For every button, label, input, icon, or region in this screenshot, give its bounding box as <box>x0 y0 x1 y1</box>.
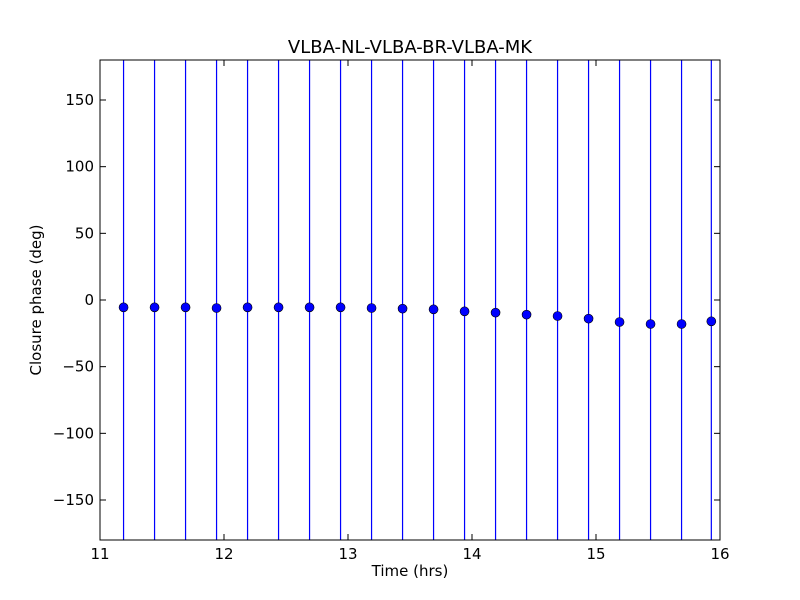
x-tick-label: 11 <box>90 545 109 563</box>
data-point <box>583 313 594 324</box>
data-point <box>459 306 470 317</box>
chart-title: VLBA-NL-VLBA-BR-VLBA-MK <box>288 37 533 58</box>
data-point <box>242 302 253 313</box>
y-tick-label: 150 <box>65 91 94 109</box>
x-axis-label: Time (hrs) <box>371 562 449 580</box>
y-tick-label: −100 <box>53 424 94 442</box>
y-tick-label: −150 <box>53 491 94 509</box>
data-point <box>614 317 625 327</box>
x-tick-label: 14 <box>462 545 481 563</box>
data-point <box>397 303 408 314</box>
x-tick-label: 13 <box>338 545 357 563</box>
data-point <box>706 316 717 327</box>
marker-layer <box>118 302 717 329</box>
data-point <box>273 302 284 313</box>
data-point <box>335 302 346 313</box>
x-axis-ticks: 11 12 13 14 15 16 <box>90 60 730 563</box>
data-point <box>676 319 687 329</box>
errorbar-layer <box>122 60 712 540</box>
y-tick-label: 0 <box>84 291 94 309</box>
y-tick-label: 50 <box>75 224 94 242</box>
data-point <box>645 319 656 329</box>
data-point <box>521 309 532 320</box>
data-point <box>552 311 563 321</box>
x-tick-label: 15 <box>586 545 605 563</box>
data-point <box>118 302 129 313</box>
data-point <box>428 304 439 315</box>
data-point <box>180 302 191 313</box>
y-axis-ticks: −150 −100 −50 0 50 100 150 <box>53 91 720 509</box>
data-point <box>149 302 160 313</box>
x-tick-label: 12 <box>214 545 233 563</box>
data-point <box>304 302 315 313</box>
y-axis-label: Closure phase (deg) <box>27 225 45 376</box>
x-tick-label: 16 <box>710 545 729 563</box>
y-tick-label: 100 <box>65 158 94 176</box>
data-point <box>490 307 501 318</box>
y-tick-label: −50 <box>62 358 94 376</box>
data-point <box>211 303 222 313</box>
data-point <box>366 303 377 313</box>
